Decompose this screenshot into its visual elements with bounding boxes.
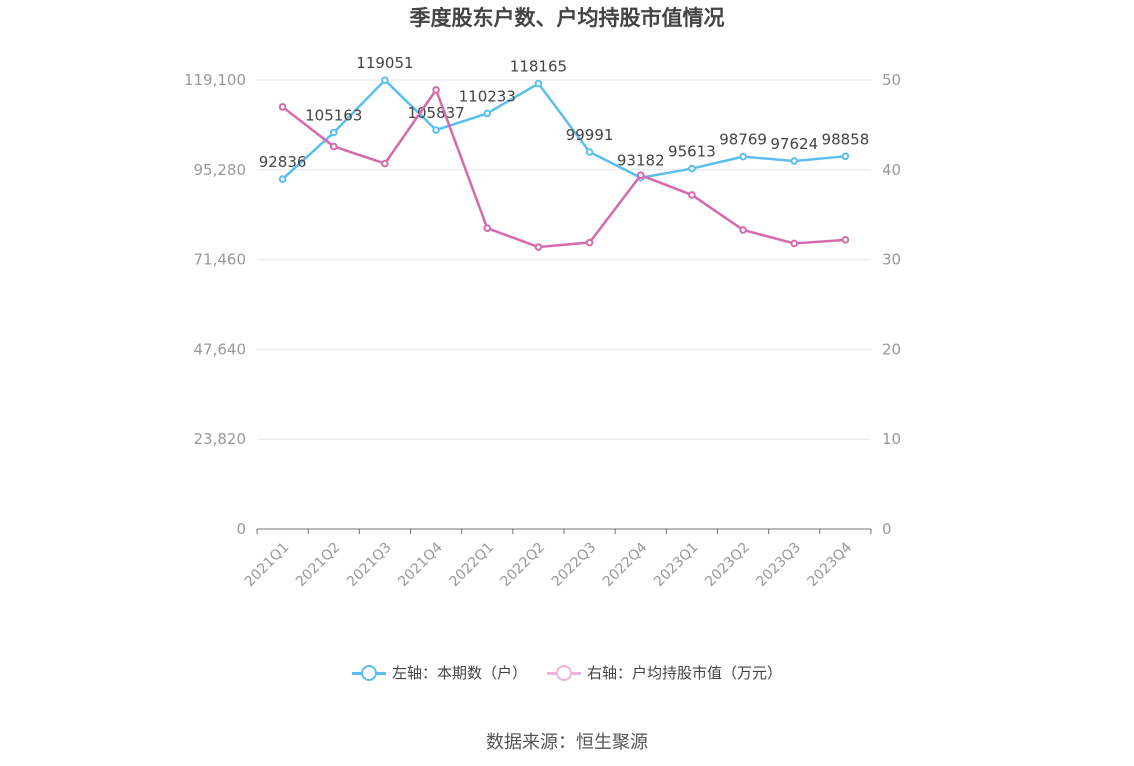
data-point-0 xyxy=(329,128,338,137)
data-label: 92836 xyxy=(259,153,307,171)
data-point-0 xyxy=(381,76,389,84)
data-point-0 xyxy=(585,148,594,156)
left-axis-tick-label: 71,460 xyxy=(194,251,247,269)
data-label: 118165 xyxy=(510,58,567,76)
legend-swatch-pink-icon xyxy=(547,664,581,681)
chart-title: 季度股东户数、户均持股市值情况 xyxy=(409,6,725,30)
data-point-1 xyxy=(278,103,287,111)
data-label: 98769 xyxy=(719,131,767,149)
x-axis-category-label: 2023Q4 xyxy=(805,539,856,590)
data-point-1 xyxy=(585,238,594,247)
legend-item-households[interactable]: 左轴：本期数（户） xyxy=(351,662,527,683)
x-axis-category-label: 2022Q4 xyxy=(600,539,651,590)
data-point-1 xyxy=(534,243,543,251)
data-label: 98858 xyxy=(822,130,870,148)
right-axis-tick-label: 40 xyxy=(882,161,901,179)
series-line-0 xyxy=(281,78,846,180)
legend-swatch-blue-icon xyxy=(351,664,386,681)
right-axis-tick-label: 0 xyxy=(882,520,892,538)
x-axis-category-label: 2022Q2 xyxy=(498,539,549,590)
x-axis-category-label: 2023Q1 xyxy=(651,539,702,590)
data-point-0 xyxy=(432,126,440,134)
data-point-1 xyxy=(636,171,645,179)
x-axis-category-label: 2022Q3 xyxy=(549,539,600,590)
data-point-0 xyxy=(534,79,543,88)
data-point-1 xyxy=(841,236,850,244)
x-axis-category-label: 2022Q1 xyxy=(446,539,497,590)
x-axis-category-label: 2021Q2 xyxy=(293,539,344,590)
x-axis-category-label: 2023Q2 xyxy=(702,539,753,590)
data-point-1 xyxy=(432,86,440,94)
data-point-0 xyxy=(739,152,747,161)
data-point-0 xyxy=(841,152,850,161)
left-axis-tick-label: 119,100 xyxy=(184,71,246,89)
data-label: 97624 xyxy=(770,135,818,153)
right-axis-tick-label: 20 xyxy=(882,340,901,358)
left-axis-tick-label: 0 xyxy=(236,520,246,538)
legend-item-avg-value[interactable]: 右轴：户均持股市值（万元） xyxy=(547,662,782,683)
data-point-1 xyxy=(688,191,696,199)
data-label: 110233 xyxy=(459,87,516,105)
legend[interactable]: 左轴：本期数（户） 右轴：户均持股市值（万元） xyxy=(0,662,1134,683)
data-point-1 xyxy=(790,239,799,248)
data-point-0 xyxy=(688,164,696,173)
data-label: 105163 xyxy=(305,107,362,125)
data-point-0 xyxy=(790,157,799,165)
data-point-0 xyxy=(483,109,492,118)
data-point-1 xyxy=(483,224,492,232)
legend-label-households: 左轴：本期数（户） xyxy=(391,664,527,682)
data-source-note: 数据来源：恒生聚源 xyxy=(486,732,648,753)
right-axis-tick-label: 50 xyxy=(882,71,901,89)
data-label: 119051 xyxy=(356,54,413,72)
legend-label-avg-value: 右轴：户均持股市值（万元） xyxy=(587,664,783,682)
right-axis-tick-label: 30 xyxy=(882,251,901,269)
left-axis-tick-label: 95,280 xyxy=(194,161,247,179)
x-axis-category-label: 2021Q4 xyxy=(395,539,446,590)
series-line-1 xyxy=(281,88,846,249)
right-axis-tick-label: 10 xyxy=(882,430,901,448)
left-axis-tick-label: 47,640 xyxy=(194,340,247,358)
data-point-0 xyxy=(278,175,287,183)
data-label: 93182 xyxy=(617,152,665,170)
left-axis-tick-label: 23,820 xyxy=(194,430,247,448)
x-axis-category-label: 2021Q3 xyxy=(344,539,395,590)
x-axis-category-label: 2021Q1 xyxy=(242,539,293,590)
data-point-1 xyxy=(739,226,747,234)
data-point-1 xyxy=(381,159,389,168)
data-label: 99991 xyxy=(566,126,614,144)
chart-plot: 0 23,820 47,640 71,460 95,280 119,100 0 10 20 30 4… xyxy=(184,54,901,590)
data-label: 95613 xyxy=(668,143,716,161)
x-axis-category-label: 2023Q3 xyxy=(753,539,804,590)
data-point-1 xyxy=(329,142,338,151)
